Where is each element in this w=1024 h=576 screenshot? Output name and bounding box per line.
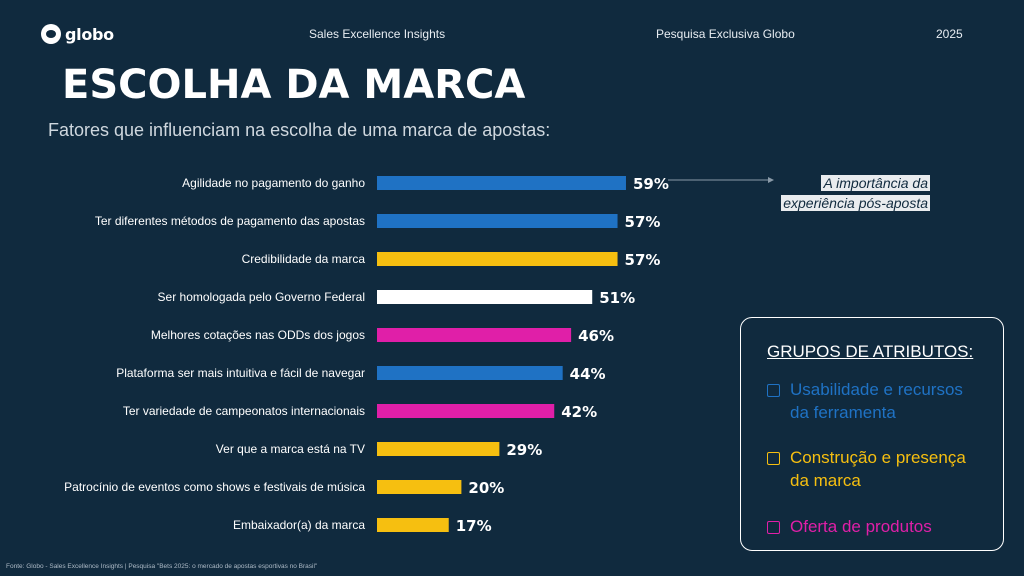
- bar: [377, 480, 462, 494]
- category-label: Ter variedade de campeonatos internacion…: [123, 404, 365, 418]
- header-center-text: Sales Excellence Insights: [309, 27, 446, 41]
- group-construcao: Construção e presença da marca: [767, 446, 997, 492]
- bar: [377, 518, 449, 532]
- group-label-line-2: da ferramenta: [790, 403, 896, 422]
- bar: [377, 404, 555, 418]
- annotation-line-2: experiência pós-aposta: [781, 195, 930, 211]
- bar: [377, 214, 618, 228]
- category-label: Embaixador(a) da marca: [233, 518, 365, 532]
- annotation-note: A importância da experiência pós-aposta: [762, 173, 930, 213]
- logo-text: globo: [65, 24, 114, 44]
- category-label: Plataforma ser mais intuitiva e fácil de…: [116, 366, 365, 380]
- value-label: 44%: [570, 365, 606, 383]
- bar: [377, 252, 618, 266]
- annotation-line-1: A importância da: [821, 175, 930, 191]
- annotation-arrow: [668, 177, 774, 183]
- value-label: 59%: [633, 175, 669, 193]
- groups-title: GRUPOS DE ATRIBUTOS:: [767, 342, 974, 361]
- checkbox-icon: [767, 384, 780, 397]
- group-oferta: Oferta de produtos: [767, 515, 997, 538]
- checkbox-icon: [767, 521, 780, 534]
- attribute-groups-panel: GRUPOS DE ATRIBUTOS: Usabilidade e recur…: [740, 317, 1004, 551]
- page-title: ESCOLHA DA MARCA: [62, 62, 526, 108]
- bar: [377, 442, 500, 456]
- category-label: Ter diferentes métodos de pagamento das …: [95, 214, 365, 228]
- group-label-line-1: Oferta de produtos: [790, 517, 932, 536]
- value-label: 17%: [456, 517, 492, 535]
- globo-logo: globo: [41, 24, 114, 44]
- value-label: 29%: [506, 441, 542, 459]
- globo-logo-icon: [41, 24, 61, 44]
- value-label: 57%: [625, 251, 661, 269]
- category-label: Credibilidade da marca: [242, 252, 366, 266]
- value-label: 57%: [625, 213, 661, 231]
- group-usabilidade: Usabilidade e recursos da ferramenta: [767, 378, 997, 424]
- category-label: Ser homologada pelo Governo Federal: [158, 290, 365, 304]
- value-label: 42%: [561, 403, 597, 421]
- page-subtitle: Fatores que influenciam na escolha de um…: [48, 120, 551, 140]
- category-label: Ver que a marca está na TV: [216, 442, 365, 456]
- bar: [377, 328, 572, 342]
- category-label: Melhores cotações nas ODDs dos jogos: [151, 328, 365, 342]
- value-label: 51%: [599, 289, 635, 307]
- group-label-line-2: da marca: [790, 471, 861, 490]
- header-right-text: Pesquisa Exclusiva Globo: [656, 27, 795, 41]
- header-year: 2025: [936, 27, 963, 41]
- checkbox-icon: [767, 452, 780, 465]
- group-label-line-1: Usabilidade e recursos: [790, 380, 963, 399]
- category-label: Patrocínio de eventos como shows e festi…: [64, 480, 365, 494]
- value-label: 20%: [468, 479, 504, 497]
- source-footnote: Fonte: Globo - Sales Excellence Insights…: [6, 563, 318, 570]
- category-label: Agilidade no pagamento do ganho: [182, 176, 365, 190]
- group-label-line-1: Construção e presença: [790, 448, 966, 467]
- bar: [377, 176, 626, 190]
- bar: [377, 366, 563, 380]
- value-label: 46%: [578, 327, 614, 345]
- bar: [377, 290, 593, 304]
